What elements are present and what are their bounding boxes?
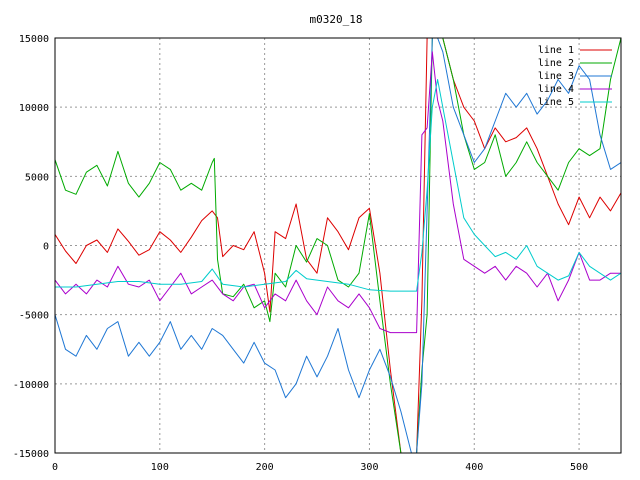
chart-title: m0320_18 [310, 13, 363, 26]
plot-frame [54, 37, 622, 454]
x-tick-label: 500 [570, 462, 588, 473]
series-line-1 [55, 38, 621, 453]
y-tick-label: 5000 [25, 172, 49, 183]
x-tick-label: 100 [151, 462, 169, 473]
legend-label: line 5 [538, 97, 574, 108]
y-tick-label: -10000 [13, 380, 49, 391]
y-tick-label: -5000 [19, 311, 49, 322]
series-line-4 [55, 51, 621, 334]
x-tick-label: 0 [52, 462, 58, 473]
series-line-2 [55, 38, 621, 453]
x-tick-label: 400 [465, 462, 483, 473]
data-series [55, 38, 621, 453]
series-line-5 [55, 79, 621, 292]
x-tick-label: 200 [256, 462, 274, 473]
legend-label: line 2 [538, 58, 574, 69]
y-axis-ticks: -15000 -10000 -5000 0 5000 10000 15000 [13, 34, 49, 460]
y-tick-label: 0 [43, 242, 49, 253]
legend-label: line 1 [538, 45, 574, 56]
y-tick-label: 15000 [19, 34, 49, 45]
y-tick-label: -15000 [13, 449, 49, 460]
x-axis-ticks: 0 100 200 300 400 500 [52, 462, 588, 473]
series-line-3 [55, 38, 621, 453]
legend-label: line 4 [538, 84, 574, 95]
x-tick-label: 300 [360, 462, 378, 473]
legend: line 1 line 2 line 3 line 4 line 5 [538, 45, 612, 108]
legend-label: line 3 [538, 71, 574, 82]
y-tick-label: 10000 [19, 103, 49, 114]
